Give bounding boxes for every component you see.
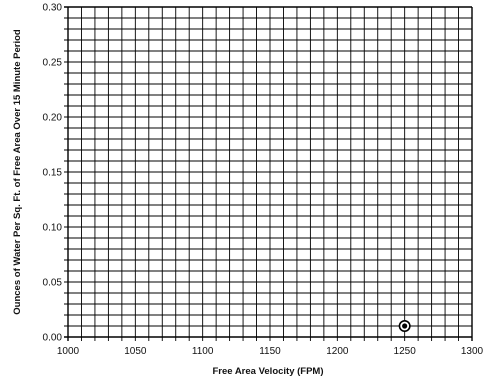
y-axis-tick-labels: 0.00 0.05 0.10 0.15 0.20 0.25 0.30 bbox=[43, 3, 63, 344]
x-tick-label: 1000 bbox=[57, 346, 80, 357]
x-axis-title: Free Area Velocity (FPM) bbox=[212, 366, 323, 377]
x-tick-label: 1200 bbox=[326, 346, 349, 357]
x-tick-label: 1150 bbox=[259, 346, 281, 357]
x-tick-label: 1250 bbox=[394, 346, 417, 357]
data-point bbox=[398, 319, 411, 332]
data-points bbox=[398, 319, 411, 332]
y-tick-label: 0.00 bbox=[43, 333, 63, 344]
x-axis-tick-labels: 1000 1050 1100 1150 1200 1250 1300 bbox=[57, 346, 484, 357]
y-tick-label: 0.30 bbox=[43, 3, 63, 14]
y-axis-title: Ounces of Water Per Sq. Ft. of Free Area… bbox=[12, 29, 23, 315]
x-tick-label: 1100 bbox=[192, 346, 214, 357]
y-tick-label: 0.10 bbox=[43, 223, 63, 234]
y-tick-label: 0.05 bbox=[43, 278, 63, 289]
x-tick-label: 1300 bbox=[461, 346, 484, 357]
x-tick-label: 1050 bbox=[124, 346, 147, 357]
y-tick-label: 0.25 bbox=[43, 58, 63, 69]
y-tick-label: 0.20 bbox=[43, 113, 63, 124]
grid bbox=[64, 6, 473, 341]
y-tick-label: 0.15 bbox=[43, 168, 63, 179]
